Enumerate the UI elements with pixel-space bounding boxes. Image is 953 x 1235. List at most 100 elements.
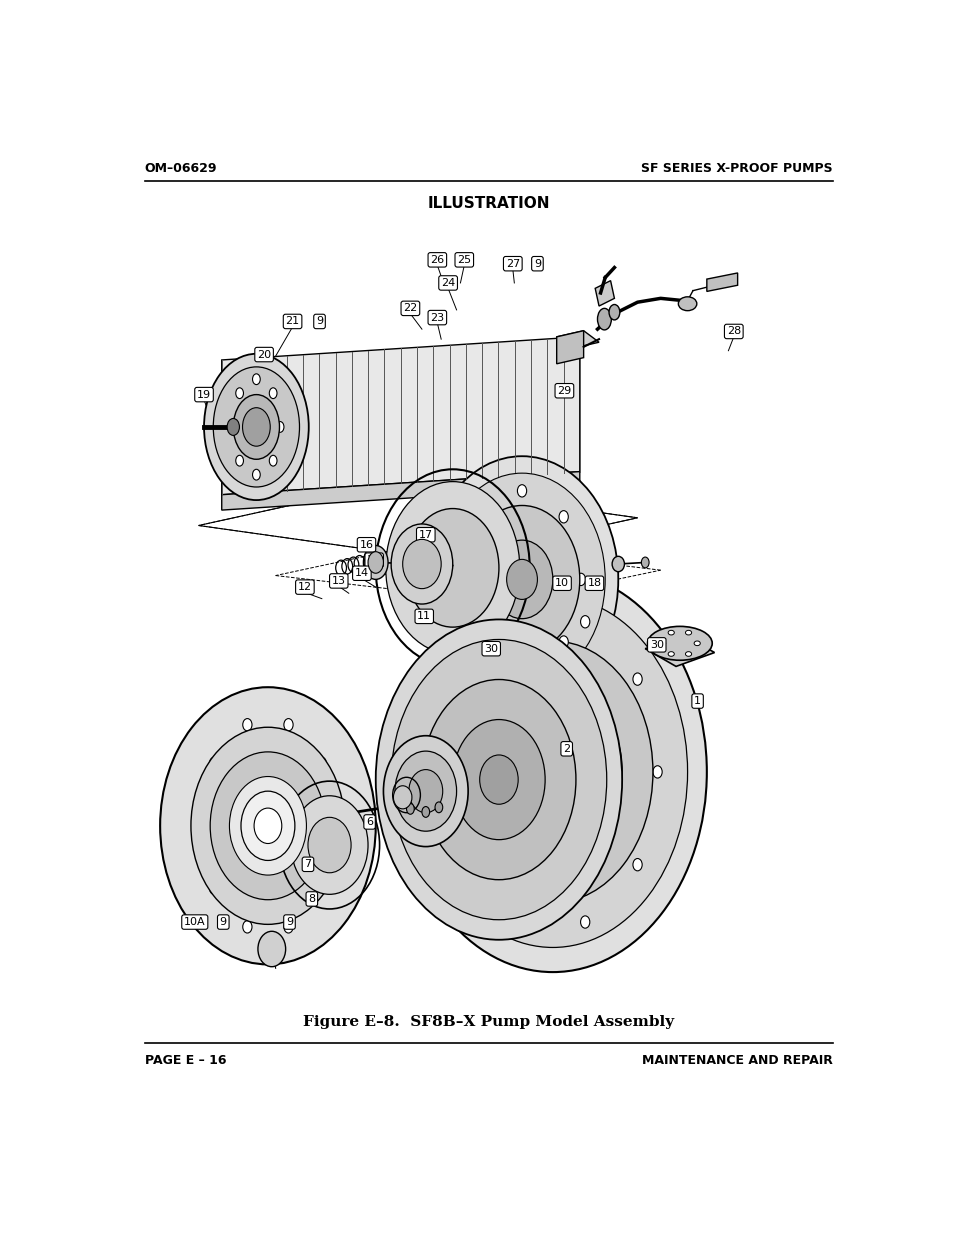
Ellipse shape [458,573,467,585]
Text: 10A: 10A [184,918,206,927]
Ellipse shape [375,620,621,940]
Text: 5: 5 [421,781,428,790]
Ellipse shape [516,615,524,627]
Ellipse shape [227,419,239,436]
Polygon shape [221,472,579,510]
Text: 18: 18 [587,578,600,588]
Ellipse shape [558,636,568,648]
Polygon shape [557,331,598,348]
Ellipse shape [506,559,537,599]
Polygon shape [644,635,714,667]
Ellipse shape [253,469,260,480]
Ellipse shape [443,766,453,778]
Text: 14: 14 [355,568,369,578]
Ellipse shape [558,510,568,522]
Ellipse shape [491,540,552,619]
Text: 2: 2 [562,743,570,753]
Ellipse shape [463,858,473,871]
Text: 23: 23 [430,312,444,322]
Ellipse shape [425,456,618,703]
Ellipse shape [453,641,652,903]
Ellipse shape [241,792,294,861]
Ellipse shape [667,630,674,635]
Ellipse shape [368,552,383,573]
Text: 25: 25 [456,254,471,264]
Ellipse shape [608,305,619,320]
Ellipse shape [242,719,252,731]
Polygon shape [595,280,614,306]
Ellipse shape [632,858,641,871]
Ellipse shape [395,751,456,831]
Ellipse shape [517,727,587,816]
Text: 30: 30 [649,640,663,650]
Ellipse shape [402,540,440,589]
Ellipse shape [580,916,589,929]
Ellipse shape [438,473,604,685]
Ellipse shape [659,641,665,646]
Ellipse shape [257,931,285,967]
Ellipse shape [229,421,236,432]
Ellipse shape [516,916,524,929]
Ellipse shape [647,626,712,661]
Text: 10: 10 [555,578,569,588]
Text: PAGE E – 16: PAGE E – 16 [145,1055,226,1067]
Ellipse shape [406,804,414,814]
Polygon shape [557,331,583,364]
Ellipse shape [640,557,648,568]
Ellipse shape [417,597,687,947]
Text: 7: 7 [304,860,312,869]
Text: 24: 24 [440,278,455,288]
Polygon shape [221,337,579,495]
Ellipse shape [210,757,218,769]
Text: 29: 29 [557,385,571,395]
Ellipse shape [421,679,576,879]
Ellipse shape [463,673,473,685]
Ellipse shape [667,652,674,656]
Ellipse shape [694,641,700,646]
Ellipse shape [476,636,484,648]
Text: 8: 8 [308,894,315,904]
Ellipse shape [385,482,519,655]
Ellipse shape [409,769,442,813]
Text: 11: 11 [416,611,431,621]
Text: 4: 4 [442,782,449,793]
Ellipse shape [576,573,585,585]
Text: 1: 1 [694,697,700,706]
Ellipse shape [517,484,526,496]
Ellipse shape [421,806,429,818]
Text: OM–06629: OM–06629 [145,162,217,175]
Ellipse shape [235,456,243,466]
Ellipse shape [330,820,338,832]
Ellipse shape [316,882,326,894]
Ellipse shape [517,662,526,674]
Ellipse shape [269,388,276,399]
Ellipse shape [191,727,345,924]
Text: SF SERIES X-PROOF PUMPS: SF SERIES X-PROOF PUMPS [640,162,832,175]
Text: 19: 19 [196,389,211,400]
Ellipse shape [632,673,641,685]
Ellipse shape [391,640,606,920]
Ellipse shape [235,388,243,399]
Ellipse shape [398,572,706,972]
Ellipse shape [242,921,252,932]
Text: 17: 17 [418,530,433,540]
Text: 9: 9 [534,258,540,269]
Ellipse shape [363,546,388,579]
Ellipse shape [291,795,368,894]
Text: 22: 22 [403,304,417,314]
Ellipse shape [383,736,468,846]
Text: 26: 26 [430,254,444,264]
Ellipse shape [233,395,279,459]
Ellipse shape [435,802,442,813]
Text: 6: 6 [366,816,373,827]
Ellipse shape [213,367,299,487]
Ellipse shape [483,682,621,862]
Ellipse shape [597,309,611,330]
Text: 15: 15 [367,556,381,566]
Text: ILLUSTRATION: ILLUSTRATION [427,196,550,211]
Ellipse shape [242,408,270,446]
Ellipse shape [210,882,218,894]
Text: 3: 3 [468,774,475,784]
Ellipse shape [284,719,293,731]
Text: 28: 28 [726,326,740,336]
